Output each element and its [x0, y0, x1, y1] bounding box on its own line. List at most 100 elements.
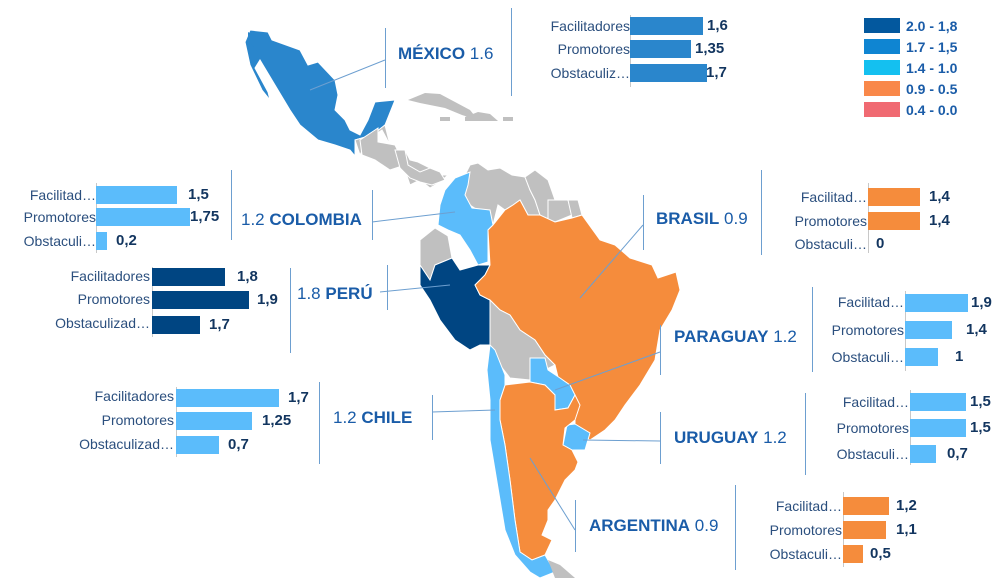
bar-value: 1,25	[262, 412, 292, 429]
bar	[96, 208, 190, 226]
bar	[910, 393, 966, 411]
divider	[660, 412, 661, 464]
bar	[905, 294, 968, 312]
divider	[387, 265, 388, 310]
map-baja	[248, 32, 262, 52]
bar	[176, 412, 252, 430]
divider	[290, 268, 291, 353]
country-name: URUGUAY	[674, 428, 759, 447]
country-label-brasil: BRASIL 0.9	[656, 209, 748, 229]
bar-label: Facilitadores	[70, 268, 150, 284]
bar	[905, 348, 938, 366]
bar	[152, 291, 249, 309]
country-score: 1.6	[469, 44, 494, 63]
bar-value: 1,7	[288, 389, 309, 406]
bar-value: 1,1	[896, 521, 917, 538]
bar-label: Promotores	[557, 41, 630, 57]
legend-swatch	[864, 102, 900, 117]
country-label-chile: 1.2 CHILE	[333, 408, 412, 428]
bar	[176, 389, 279, 407]
country-name: COLOMBIA	[269, 210, 362, 229]
country-name: PERÚ	[325, 284, 373, 303]
legend-label: 0.4 - 0.0	[906, 102, 958, 118]
bar-label: Facilitad…	[775, 498, 842, 514]
country-label-paraguay: PARAGUAY 1.2	[674, 327, 797, 347]
bar-value: 1,4	[966, 321, 987, 338]
divider	[735, 485, 736, 570]
bar-label: Obstaculi…	[794, 236, 867, 252]
legend-swatch	[864, 18, 900, 33]
country-score: 1.2	[333, 408, 357, 427]
divider	[812, 287, 813, 372]
legend-swatch	[864, 60, 900, 75]
bar-value: 1,2	[896, 497, 917, 514]
bar-value: 0,7	[947, 445, 968, 462]
bar	[630, 64, 707, 82]
divider	[761, 170, 762, 255]
bar	[152, 316, 200, 334]
map-suriname	[547, 199, 573, 223]
divider	[511, 8, 512, 96]
bar-label: Obstaculi…	[836, 446, 909, 462]
divider	[805, 393, 806, 475]
country-score: 0.9	[724, 209, 748, 228]
bar-value: 1,8	[237, 268, 258, 285]
bar-value: 1,7	[706, 64, 727, 81]
bar-label: Facilitadores	[550, 18, 630, 34]
bar	[868, 212, 920, 230]
bar-label: Facilitad…	[29, 187, 96, 203]
divider	[231, 170, 232, 240]
bar-value: 0,2	[116, 232, 137, 249]
bar	[910, 445, 936, 463]
bar	[910, 419, 966, 437]
divider	[432, 395, 433, 440]
bar-value: 1,5	[970, 393, 991, 410]
bar-label: Promotores	[831, 322, 904, 338]
map-chile[interactable]	[486, 343, 556, 579]
bar-label: Facilitad…	[800, 189, 867, 205]
bar-label: Promotores	[77, 291, 150, 307]
map-panama-ca	[394, 149, 446, 186]
country-score: 1.2	[773, 327, 797, 346]
bar-label: Facilitadores	[94, 388, 174, 404]
bar	[630, 40, 691, 58]
divider	[319, 382, 320, 464]
country-label-colombia: 1.2 COLOMBIA	[241, 210, 362, 230]
bar-label: Obstaculi…	[831, 349, 904, 365]
bar-label: Facilitad…	[837, 294, 904, 310]
bar-value: 0,7	[228, 436, 249, 453]
legend-swatch	[864, 39, 900, 54]
country-label-mexico: MÉXICO 1.6	[398, 44, 493, 64]
bar-label: Promotores	[101, 412, 174, 428]
bar-value: 1	[955, 348, 964, 365]
map-cuba	[408, 93, 478, 120]
bar-label: Obstaculizad…	[79, 436, 174, 452]
map-tierra-del-fuego	[548, 560, 575, 578]
country-score: 0.9	[694, 516, 719, 535]
bar	[96, 232, 107, 250]
bar	[630, 17, 703, 35]
bar	[843, 497, 889, 515]
divider	[575, 500, 576, 552]
bar	[176, 436, 219, 454]
bar-label: Obstaculi…	[23, 233, 96, 249]
divider	[660, 325, 661, 375]
bar-value: 1,7	[209, 316, 230, 333]
country-score: 1.2	[763, 428, 787, 447]
bar-value: 1,35	[695, 40, 725, 57]
country-name: ARGENTINA	[589, 516, 691, 535]
divider	[385, 28, 386, 88]
bar	[152, 268, 225, 286]
bar-value: 1,6	[707, 17, 728, 34]
bar-value: 1,4	[929, 188, 950, 205]
bar-label: Promotores	[794, 213, 867, 229]
legend-swatch	[864, 81, 900, 96]
country-name: PARAGUAY	[674, 327, 769, 346]
bar-label: Promotores	[769, 522, 842, 538]
legend-label: 1.7 - 1,5	[906, 39, 958, 55]
country-name: MÉXICO	[398, 44, 466, 63]
map-caribbean-1	[440, 117, 450, 121]
country-label-argentina: ARGENTINA 0.9	[589, 516, 718, 536]
bar-value: 0	[876, 235, 885, 252]
